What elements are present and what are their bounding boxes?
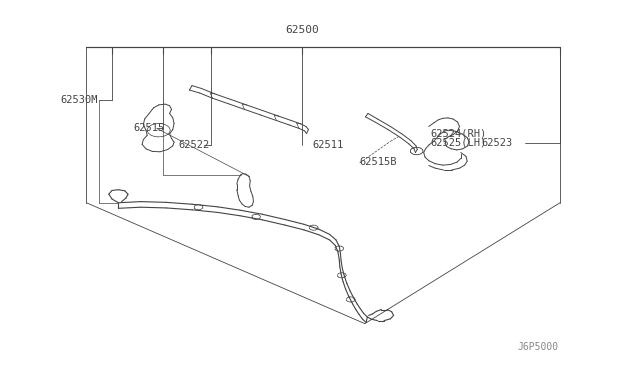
Text: 62524(RH): 62524(RH) bbox=[430, 129, 486, 139]
Text: 62500: 62500 bbox=[285, 25, 319, 35]
Text: 62511: 62511 bbox=[312, 140, 344, 150]
Text: 62525(LH): 62525(LH) bbox=[430, 138, 486, 148]
Text: 62523: 62523 bbox=[481, 138, 513, 148]
Text: 62522: 62522 bbox=[178, 140, 209, 150]
Text: 62530M: 62530M bbox=[61, 96, 99, 105]
Text: 62515B: 62515B bbox=[360, 157, 397, 167]
Text: J6P5000: J6P5000 bbox=[517, 342, 558, 352]
Text: 62515: 62515 bbox=[133, 124, 164, 133]
